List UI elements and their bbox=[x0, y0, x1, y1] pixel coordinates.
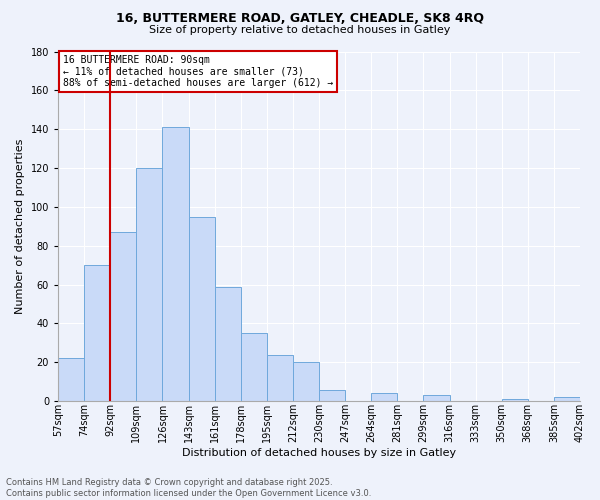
Bar bbox=[110, 232, 136, 401]
Bar bbox=[84, 265, 110, 401]
Bar bbox=[267, 354, 293, 401]
Bar bbox=[136, 168, 163, 401]
Y-axis label: Number of detached properties: Number of detached properties bbox=[15, 138, 25, 314]
Bar bbox=[502, 399, 528, 401]
Bar bbox=[371, 394, 397, 401]
Bar bbox=[241, 333, 267, 401]
Bar bbox=[554, 398, 580, 401]
Text: 16, BUTTERMERE ROAD, GATLEY, CHEADLE, SK8 4RQ: 16, BUTTERMERE ROAD, GATLEY, CHEADLE, SK… bbox=[116, 12, 484, 26]
Text: Size of property relative to detached houses in Gatley: Size of property relative to detached ho… bbox=[149, 25, 451, 35]
Bar bbox=[58, 358, 84, 401]
Bar bbox=[215, 286, 241, 401]
Bar bbox=[163, 128, 188, 401]
X-axis label: Distribution of detached houses by size in Gatley: Distribution of detached houses by size … bbox=[182, 448, 456, 458]
Bar bbox=[424, 396, 449, 401]
Bar bbox=[188, 216, 215, 401]
Bar bbox=[293, 362, 319, 401]
Text: Contains HM Land Registry data © Crown copyright and database right 2025.
Contai: Contains HM Land Registry data © Crown c… bbox=[6, 478, 371, 498]
Bar bbox=[319, 390, 345, 401]
Text: 16 BUTTERMERE ROAD: 90sqm
← 11% of detached houses are smaller (73)
88% of semi-: 16 BUTTERMERE ROAD: 90sqm ← 11% of detac… bbox=[64, 55, 334, 88]
